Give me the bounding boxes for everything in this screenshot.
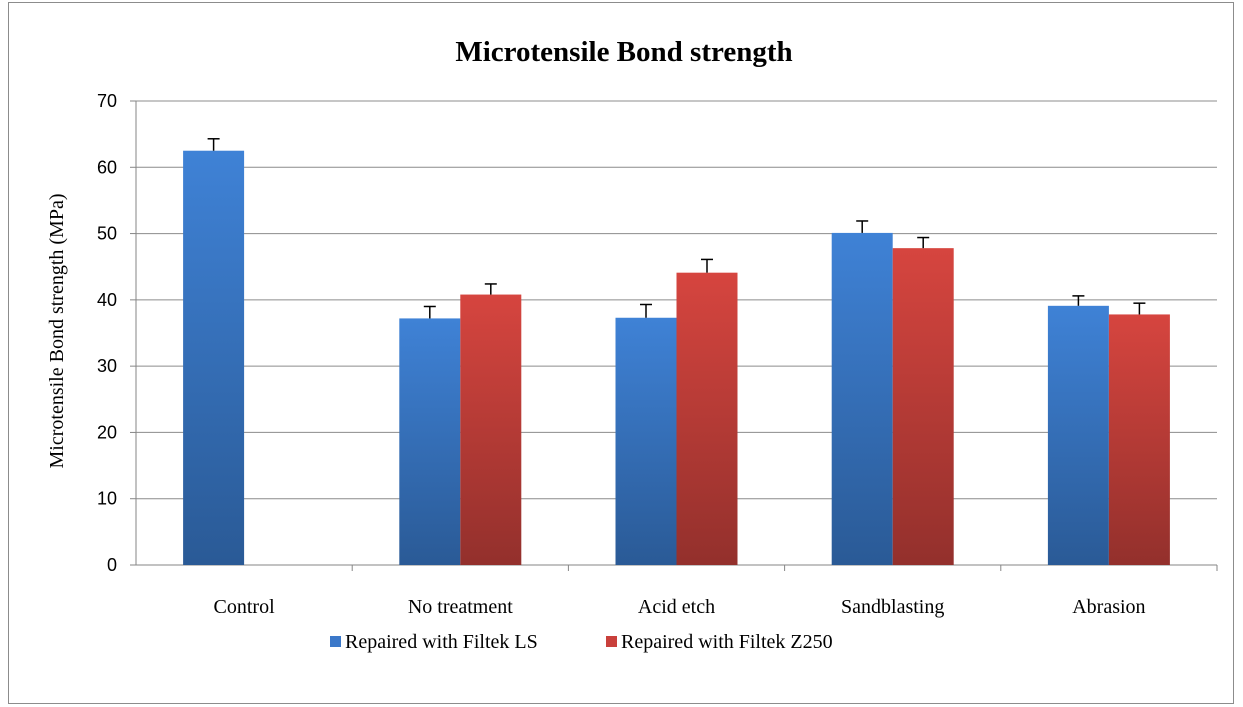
- bar-filtek-ls: [399, 318, 461, 565]
- bar-filtek-ls: [615, 317, 677, 565]
- error-bars: [207, 138, 1146, 319]
- legend-label-filtek-z250: Repaired with Filtek Z250: [621, 631, 833, 653]
- x-category-label: Abrasion: [1072, 596, 1145, 618]
- y-tick-label: 40: [97, 290, 117, 310]
- bars: [183, 150, 1170, 565]
- bar-filtek-z250: [1108, 314, 1170, 565]
- chart-title: Microtensile Bond strength: [455, 36, 792, 68]
- y-axis-ticks: 0 10 20 30 40 50 60 70: [97, 91, 117, 575]
- bar-filtek-ls: [183, 150, 245, 565]
- x-category-label: Acid etch: [638, 596, 715, 618]
- chart-frame: Microtensile Bond strength 0 10 20 30 40 50 60…: [8, 2, 1234, 704]
- y-tick-label: 10: [97, 489, 117, 509]
- bar-filtek-z250: [460, 294, 522, 565]
- y-tick-label: 20: [97, 422, 117, 442]
- bar-filtek-z250: [676, 272, 738, 565]
- y-tick-label: 70: [97, 91, 117, 111]
- legend-swatch-filtek-ls: [330, 636, 341, 647]
- x-category-label: Sandblasting: [841, 596, 944, 618]
- legend-label-filtek-ls: Repaired with Filtek LS: [345, 631, 538, 653]
- x-category-label: No treatment: [408, 596, 513, 618]
- y-tick-label: 50: [97, 224, 117, 244]
- y-tick-label: 60: [97, 157, 117, 177]
- y-tick-label: 30: [97, 356, 117, 376]
- legend: Repaired with Filtek LS Repaired with Fi…: [330, 631, 833, 653]
- x-axis-categories: Control No treatment Acid etch Sandblasting…: [214, 596, 1146, 618]
- y-tick-label: 0: [107, 555, 117, 575]
- y-axis-label: Microtensile Bond strength (MPa): [46, 194, 68, 469]
- bar-filtek-ls: [831, 232, 893, 565]
- x-category-label: Control: [214, 596, 276, 618]
- bar-chart: Microtensile Bond strength 0 10 20 30 40 50 60…: [46, 36, 1218, 653]
- bar-filtek-z250: [892, 248, 954, 565]
- bar-filtek-ls: [1047, 305, 1109, 565]
- legend-swatch-filtek-z250: [606, 636, 617, 647]
